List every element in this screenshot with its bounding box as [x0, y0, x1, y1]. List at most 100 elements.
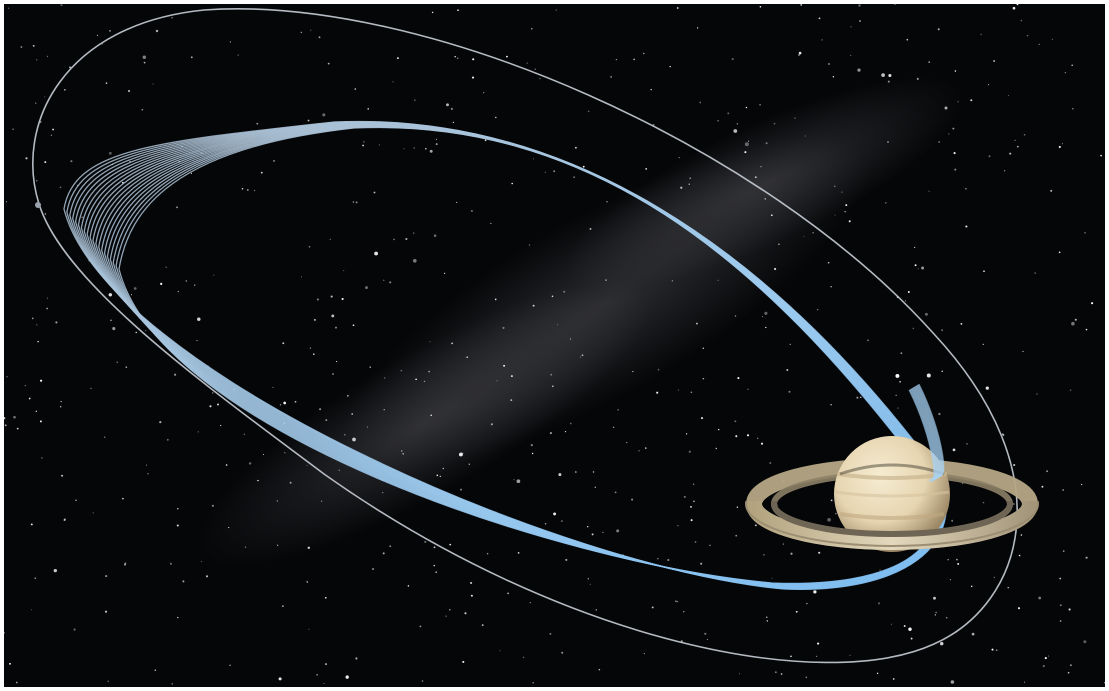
- star: [200, 560, 203, 563]
- star: [757, 437, 759, 439]
- star: [322, 113, 326, 117]
- star: [213, 274, 215, 276]
- star: [9, 662, 11, 665]
- star: [419, 625, 422, 628]
- star: [598, 668, 601, 671]
- star: [24, 384, 27, 387]
- star: [159, 421, 162, 424]
- star: [738, 673, 741, 675]
- star: [736, 506, 739, 508]
- star: [689, 177, 691, 179]
- star: [325, 419, 328, 422]
- star: [678, 156, 680, 159]
- star: [910, 637, 913, 640]
- star: [431, 11, 434, 14]
- saturn: [745, 436, 1039, 552]
- star: [407, 585, 410, 587]
- star: [696, 27, 699, 29]
- star: [878, 602, 880, 605]
- star: [35, 410, 37, 412]
- star: [185, 280, 188, 282]
- star: [494, 298, 497, 301]
- star: [549, 432, 552, 435]
- star: [569, 422, 572, 425]
- star: [867, 339, 869, 342]
- star: [471, 76, 475, 79]
- star: [341, 297, 344, 301]
- star: [347, 395, 349, 397]
- star: [949, 579, 951, 581]
- star: [675, 600, 677, 602]
- star: [700, 562, 703, 565]
- star: [209, 405, 212, 408]
- star: [532, 158, 535, 160]
- star: [888, 73, 892, 78]
- star: [402, 452, 405, 455]
- star: [991, 648, 994, 651]
- star: [283, 401, 287, 405]
- star: [815, 655, 818, 658]
- star: [702, 347, 705, 350]
- star: [952, 127, 955, 130]
- star: [300, 276, 303, 278]
- star: [683, 495, 686, 498]
- star: [954, 70, 957, 72]
- star: [35, 102, 37, 104]
- star: [124, 562, 127, 564]
- star: [881, 73, 885, 77]
- star: [425, 148, 427, 150]
- star: [69, 66, 71, 69]
- star: [693, 500, 695, 503]
- star: [574, 471, 577, 473]
- star: [966, 443, 968, 445]
- star: [841, 191, 843, 193]
- star: [254, 190, 256, 192]
- star: [433, 234, 437, 237]
- inner-orbits-front: [908, 383, 945, 482]
- star: [466, 356, 469, 359]
- star: [61, 474, 64, 477]
- star: [152, 83, 154, 85]
- star: [318, 36, 321, 39]
- star: [110, 319, 112, 322]
- star: [496, 380, 498, 382]
- star: [754, 176, 757, 179]
- star: [260, 171, 263, 174]
- star: [403, 148, 405, 150]
- star: [693, 483, 695, 485]
- star: [690, 519, 693, 522]
- star: [1022, 350, 1024, 353]
- star: [532, 682, 534, 684]
- star: [109, 29, 111, 32]
- star: [1016, 145, 1019, 148]
- star: [165, 266, 167, 268]
- star: [307, 119, 310, 122]
- star: [351, 413, 354, 415]
- star: [1004, 170, 1006, 172]
- star: [499, 650, 501, 652]
- star: [190, 56, 193, 59]
- star: [392, 81, 394, 83]
- star: [229, 664, 231, 667]
- star: [36, 180, 38, 182]
- star: [561, 651, 564, 654]
- star: [900, 352, 903, 355]
- star: [510, 375, 513, 378]
- star: [956, 558, 958, 561]
- star: [452, 121, 455, 124]
- star: [1068, 608, 1071, 611]
- star: [765, 142, 768, 145]
- star: [1012, 6, 1016, 10]
- star: [1042, 665, 1045, 668]
- star: [827, 517, 831, 522]
- star: [790, 552, 793, 555]
- star: [20, 46, 23, 48]
- star: [683, 611, 685, 613]
- star: [325, 663, 327, 666]
- star: [36, 59, 38, 61]
- star: [804, 135, 806, 137]
- star: [1041, 485, 1044, 488]
- star: [988, 155, 991, 158]
- star: [762, 316, 764, 318]
- star: [211, 504, 214, 507]
